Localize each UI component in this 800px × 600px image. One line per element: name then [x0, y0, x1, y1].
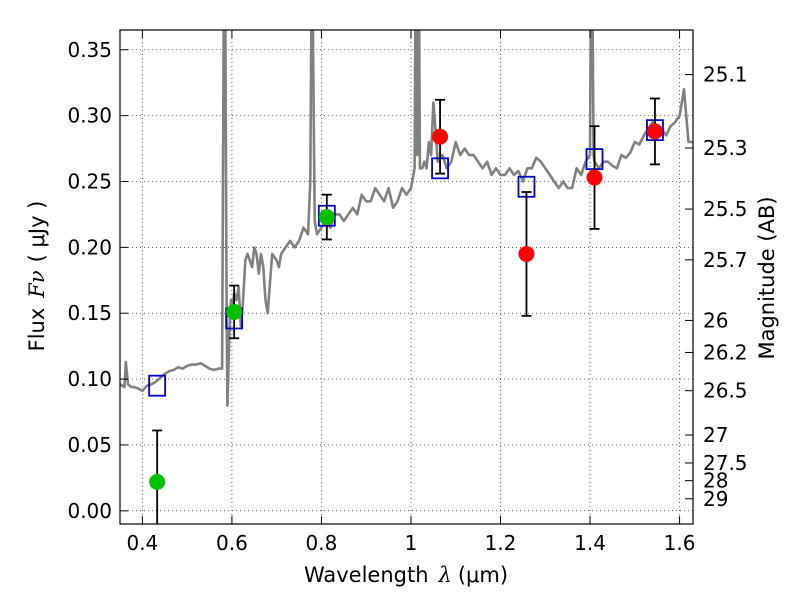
y2-axis-label: Magnitude (AB): [755, 196, 779, 359]
x-tick-label: 0.8: [306, 531, 338, 555]
mag-tick-label: 25.5: [703, 197, 748, 221]
observed-point: [226, 303, 243, 320]
y-axis-label: FluxFν( μJy ): [25, 201, 49, 352]
y-tick-label: 0.25: [67, 169, 112, 193]
y-tick-label: 0.05: [67, 433, 112, 457]
plot-frame: [119, 29, 694, 525]
mag-tick-label: 29: [703, 487, 728, 511]
ticks: 0.4 0.6 0.8 1 1.2 1.4 1.6 0.00 0.05 0.10 0.15 0.20 0…: [67, 30, 748, 555]
mag-tick-label: 25.1: [703, 63, 748, 87]
grid: [120, 30, 693, 524]
spectrum: [120, 30, 693, 407]
x-tick-label: 0.6: [216, 531, 248, 555]
observed-point: [432, 128, 449, 145]
x-tick-label: 1.2: [485, 531, 517, 555]
y-tick-label: 0.35: [67, 38, 112, 62]
mag-tick-label: 25.7: [703, 248, 748, 272]
observed-point: [646, 123, 663, 140]
y-tick-label: 0.10: [67, 367, 112, 391]
y-tick-label: 0.20: [67, 235, 112, 259]
x-tick-label: 1.6: [664, 531, 696, 555]
observed-point: [586, 169, 603, 186]
x-tick-label: 1.4: [574, 531, 606, 555]
mag-tick-label: 27: [703, 423, 728, 447]
spectrum-line: [120, 30, 693, 407]
y-tick-label: 0.30: [67, 104, 112, 128]
observed-point: [149, 473, 166, 490]
x-tick-label: 1: [405, 531, 418, 555]
x-tick-label: 0.4: [126, 531, 158, 555]
y-tick-label: 0.00: [67, 499, 112, 523]
mag-tick-label: 26: [703, 308, 728, 332]
observed-point: [318, 209, 335, 226]
mag-tick-label: 26.5: [703, 379, 748, 403]
observed-point: [518, 245, 535, 262]
mag-tick-label: 25.3: [703, 136, 748, 160]
mag-tick-label: 26.2: [703, 340, 748, 364]
x-axis-label: Wavelength λ (μm): [304, 563, 508, 587]
mag-tick-label: 28: [703, 469, 728, 493]
y-tick-label: 0.15: [67, 301, 112, 325]
markers: [148, 97, 664, 524]
model-photometry-square: [148, 374, 167, 397]
mag-tick-label: 27.5: [703, 451, 748, 475]
